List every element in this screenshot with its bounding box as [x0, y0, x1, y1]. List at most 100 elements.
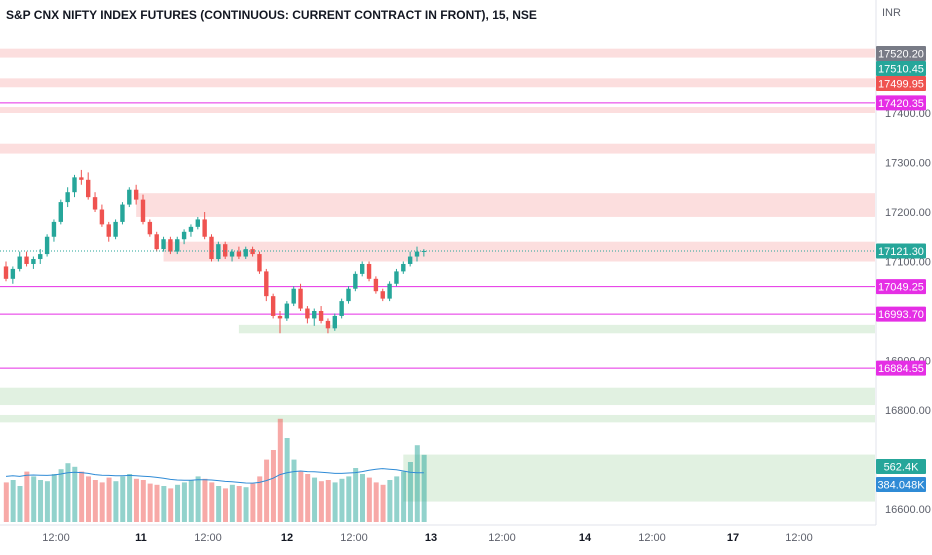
candle-body — [305, 308, 310, 319]
volume-bar — [353, 468, 359, 522]
candle — [236, 246, 242, 260]
candle — [106, 221, 111, 242]
candle-body — [223, 244, 228, 257]
volume-bar — [284, 438, 290, 522]
price-badge — [876, 279, 926, 295]
candle — [305, 306, 310, 324]
price-badge — [876, 306, 926, 322]
volume-bar — [147, 483, 153, 522]
candle-body — [3, 266, 9, 279]
candle — [120, 202, 125, 225]
candle-body — [58, 202, 63, 222]
volume-bar — [332, 482, 338, 522]
time-tick-label: 12:00 — [785, 532, 813, 544]
volume-bar — [209, 482, 215, 522]
price-tick-label: 17100.00 — [885, 257, 931, 269]
volume-bar — [99, 482, 105, 522]
candle-body — [38, 254, 43, 260]
currency-label: INR — [882, 7, 901, 19]
candle — [51, 219, 57, 242]
time-tick-label: 12:00 — [638, 532, 666, 544]
candle — [31, 256, 36, 269]
candle-body — [346, 288, 351, 302]
volume-bar — [133, 478, 139, 522]
candle-body — [380, 291, 385, 299]
volume-bar — [79, 471, 85, 522]
candle-body — [291, 288, 296, 304]
candle — [360, 261, 365, 277]
price-tick-label: 17400.00 — [885, 108, 931, 120]
volume-badge — [876, 459, 926, 474]
demand-zone — [238, 324, 875, 334]
price-badge — [876, 243, 926, 259]
candle-body — [366, 263, 372, 279]
volume-bar — [387, 480, 393, 522]
candle-body — [360, 263, 365, 274]
candle-body — [161, 239, 166, 250]
volume-bar — [414, 445, 420, 522]
chart-title: S&P CNX NIFTY INDEX FUTURES (CONTINUOUS:… — [6, 8, 537, 22]
candle — [17, 251, 22, 272]
volume-bar — [161, 486, 167, 522]
candle — [223, 241, 228, 260]
price-axis-bg — [876, 0, 932, 550]
candle-body — [181, 231, 187, 240]
time-tick-label: 12 — [281, 532, 293, 544]
volume-bar — [236, 486, 242, 522]
candle-body — [10, 268, 16, 279]
time-tick-label: 12:00 — [194, 532, 222, 544]
candle-body — [353, 273, 358, 289]
candle-body — [257, 254, 262, 272]
volume-bar — [223, 488, 228, 522]
candle-body — [79, 177, 84, 180]
candle — [188, 224, 194, 237]
volume-bar — [407, 462, 413, 522]
candle-body — [325, 320, 331, 329]
candle-body — [92, 197, 98, 210]
price-badge-text: 17499.95 — [878, 79, 924, 91]
volume-bar — [127, 474, 133, 522]
price-badge-text: 17520.20 — [878, 49, 924, 61]
candle-body — [65, 192, 70, 203]
candle — [10, 266, 16, 284]
time-tick-label: 12:00 — [488, 532, 516, 544]
candle — [229, 249, 235, 262]
candle-body — [168, 239, 173, 252]
candle — [154, 231, 159, 252]
candle-body — [332, 315, 337, 329]
candle — [127, 187, 132, 208]
candle-body — [24, 256, 29, 264]
candle — [216, 241, 221, 262]
candle-body — [236, 251, 242, 257]
volume-bar — [298, 471, 304, 522]
volume-bar — [339, 478, 345, 522]
volume-badge-text: 384.048K — [877, 480, 925, 492]
volume-bar — [120, 476, 126, 522]
candle — [99, 204, 105, 227]
candle-body — [401, 263, 406, 272]
price-tick-label: 16800.00 — [885, 405, 931, 417]
price-tick-label: 16600.00 — [885, 504, 931, 516]
supply-zone — [163, 241, 876, 262]
candle — [394, 268, 399, 287]
candle — [277, 311, 283, 334]
time-tick-label: 14 — [579, 532, 592, 544]
volume-bar — [3, 482, 9, 522]
volume-bar — [38, 480, 44, 522]
volume-bar — [86, 476, 91, 522]
price-tick-label: 17300.00 — [885, 158, 931, 170]
price-badge-text: 17121.30 — [878, 246, 924, 258]
price-badge — [876, 360, 926, 376]
candle-body — [270, 296, 276, 316]
candle — [133, 184, 139, 205]
volume-bar — [202, 478, 208, 522]
volume-bar — [270, 450, 276, 522]
time-tick-label: 12:00 — [42, 532, 70, 544]
price-tick-label: 17200.00 — [885, 207, 931, 219]
volume-bar — [373, 482, 379, 522]
candle-body — [394, 271, 399, 284]
candle — [298, 283, 303, 311]
candle-body — [31, 259, 36, 264]
